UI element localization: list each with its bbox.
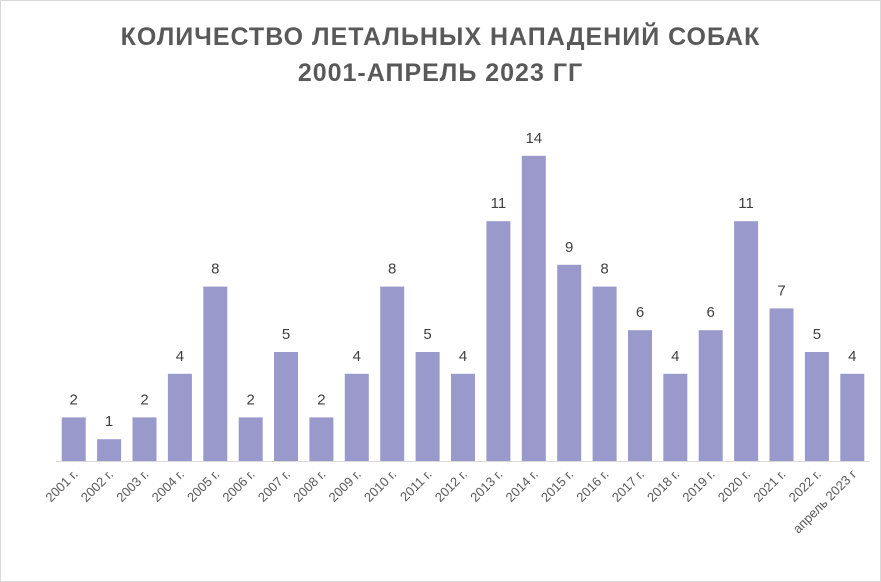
data-label: 1 bbox=[105, 413, 113, 430]
x-tick-label: 2020 г. bbox=[715, 467, 753, 505]
x-tick-label: 2015 г. bbox=[538, 467, 576, 505]
data-label: 4 bbox=[353, 348, 361, 365]
chart-title-line-1: КОЛИЧЕСТВО ЛЕТАЛЬНЫХ НАПАДЕНИЙ СОБАК bbox=[120, 23, 761, 51]
x-tick-label: 2018 г. bbox=[644, 467, 682, 505]
x-tick-label: 2003 г. bbox=[113, 467, 151, 505]
data-label: 2 bbox=[140, 391, 148, 408]
data-labels-layer: 2 1 2 4 8 2 5 2 4 8 5 4 11 14 9 8 6 4 6 11 7 5 4 bbox=[70, 130, 857, 430]
bar bbox=[698, 330, 723, 461]
data-label: 4 bbox=[176, 348, 184, 365]
bars-layer bbox=[61, 155, 865, 462]
data-label: 5 bbox=[423, 326, 431, 343]
bar bbox=[557, 264, 582, 461]
bar bbox=[663, 373, 688, 461]
bar bbox=[451, 373, 475, 461]
x-tick-label: 2013 г. bbox=[467, 467, 505, 505]
chart-title: КОЛИЧЕСТВО ЛЕТАЛЬНЫХ НАПАДЕНИЙ СОБАК 200… bbox=[1, 19, 880, 91]
x-tick-label: 2017 г. bbox=[609, 467, 647, 505]
x-tick-label: 2019 г. bbox=[679, 467, 717, 505]
data-label: 8 bbox=[211, 261, 219, 278]
data-label: 7 bbox=[777, 282, 785, 299]
x-tick-label: 2007 г. bbox=[255, 467, 293, 505]
bar bbox=[380, 286, 405, 461]
bar bbox=[486, 221, 511, 461]
bar bbox=[61, 417, 86, 461]
data-label: 6 bbox=[636, 304, 644, 321]
x-tick-label: 2006 г. bbox=[219, 467, 257, 505]
x-tick-label: 2011 г. bbox=[397, 467, 435, 505]
bar bbox=[769, 308, 794, 461]
data-label: 2 bbox=[70, 391, 78, 408]
data-label: 4 bbox=[459, 348, 467, 365]
data-label: 5 bbox=[813, 326, 821, 343]
bar bbox=[97, 439, 122, 461]
bar bbox=[734, 221, 759, 461]
bar bbox=[840, 373, 865, 461]
x-tick-label: 2010 г. bbox=[361, 467, 399, 505]
x-tick-label: 2008 г. bbox=[290, 467, 328, 505]
bar bbox=[238, 417, 263, 461]
x-tick-label: 2005 г. bbox=[184, 467, 222, 505]
bar bbox=[132, 417, 157, 461]
bar bbox=[592, 286, 617, 461]
data-label: 4 bbox=[671, 348, 679, 365]
bar bbox=[344, 373, 369, 461]
bar bbox=[274, 352, 298, 461]
bar bbox=[309, 417, 334, 461]
bar bbox=[415, 352, 440, 461]
x-tick-label: 2014 г. bbox=[503, 467, 541, 505]
chart-title-line-2: 2001-АПРЕЛЬ 2023 ГГ bbox=[297, 59, 584, 87]
x-tick-label: апрель 2023 г bbox=[790, 466, 860, 536]
data-label: 9 bbox=[565, 239, 573, 256]
x-tick-label: 2021 г. bbox=[750, 467, 788, 505]
data-label: 6 bbox=[707, 304, 715, 321]
bar bbox=[521, 155, 546, 462]
data-label: 11 bbox=[738, 195, 754, 212]
data-label: 11 bbox=[491, 195, 507, 212]
data-label: 8 bbox=[388, 261, 396, 278]
x-tick-label: 2004 г. bbox=[149, 467, 187, 505]
x-tick-label: 2009 г. bbox=[326, 467, 364, 505]
data-label: 14 bbox=[525, 130, 542, 147]
x-tick-label: 2016 г. bbox=[573, 467, 611, 505]
data-label: 5 bbox=[282, 326, 290, 343]
data-label: 2 bbox=[317, 391, 325, 408]
bar bbox=[167, 373, 192, 461]
bar bbox=[628, 330, 652, 461]
x-tick-label: 2001 г. bbox=[42, 467, 80, 505]
bar bbox=[804, 352, 829, 461]
data-label: 4 bbox=[848, 348, 856, 365]
bar bbox=[203, 286, 228, 461]
x-tick-labels-layer: 2001 г.2002 г.2003 г.2004 г.2005 г.2006 … bbox=[42, 466, 859, 536]
data-label: 2 bbox=[247, 391, 255, 408]
x-tick-label: 2002 г. bbox=[78, 467, 116, 505]
x-tick-label: 2012 г. bbox=[432, 467, 470, 505]
data-label: 8 bbox=[600, 261, 608, 278]
